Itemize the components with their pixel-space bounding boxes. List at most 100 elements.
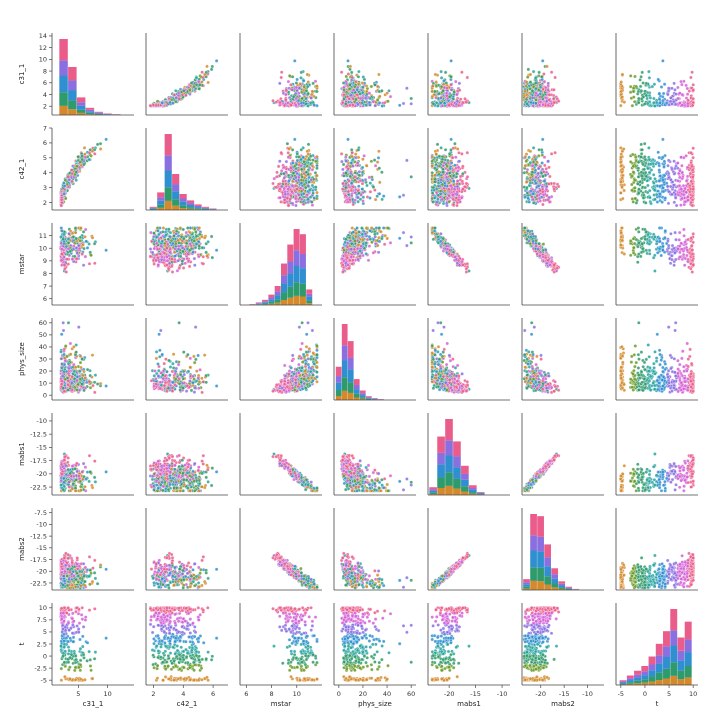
scatter-point — [348, 103, 352, 108]
y-tick-label: 4 — [43, 169, 47, 177]
scatter-point — [148, 103, 153, 108]
y-tick-label: 2 — [43, 103, 47, 111]
scatter-point — [369, 159, 374, 164]
scatter-point — [547, 93, 552, 97]
scatter-point — [87, 157, 91, 162]
scatter-point — [676, 96, 680, 101]
scatter-point — [306, 184, 311, 188]
scatter-point — [621, 147, 626, 151]
scatter-point — [622, 100, 627, 104]
scatter-point — [282, 103, 287, 108]
scatter-point — [184, 93, 188, 98]
scatter-point — [380, 104, 384, 108]
scatter-point — [357, 173, 362, 178]
scatter-point — [341, 162, 346, 167]
scatter-point — [174, 89, 178, 93]
hist-bar-c31_1-4 — [94, 112, 103, 114]
scatter-point — [176, 91, 181, 95]
scatter-point — [377, 72, 381, 77]
scatter-point — [346, 167, 350, 171]
scatter-point — [312, 196, 316, 200]
scatter-point — [371, 185, 376, 189]
scatter-point — [447, 152, 452, 156]
scatter-point — [644, 201, 648, 205]
scatter-point — [628, 84, 633, 89]
scatter-point — [154, 103, 158, 108]
scatter-point — [293, 184, 298, 188]
scatter-point — [80, 154, 84, 158]
scatter-point — [633, 74, 637, 79]
scatter-point — [632, 95, 636, 99]
hist-bar-c42_1-2 — [164, 155, 172, 171]
scatter-point — [437, 91, 441, 96]
scatter-point — [620, 167, 625, 172]
scatter-point — [666, 158, 671, 163]
y-tick-label: 2 — [43, 199, 47, 207]
scatter-point — [381, 194, 386, 198]
scatter-point — [353, 160, 357, 164]
scatter-point — [340, 187, 345, 191]
scatter-point — [430, 173, 434, 178]
hist-bar-c42_1-5 — [187, 205, 195, 208]
hist-bar-c31_1-1 — [68, 67, 77, 81]
scatter-point — [440, 182, 445, 187]
scatter-point — [449, 183, 453, 188]
scatter-point — [382, 101, 387, 105]
scatter-point — [310, 183, 315, 188]
scatter-point — [461, 187, 465, 191]
scatter-point — [302, 160, 306, 164]
scatter-point — [549, 70, 554, 74]
scatter-point — [62, 184, 67, 188]
scatter-point — [378, 94, 382, 99]
scatter-point — [362, 154, 366, 158]
scatter-point — [542, 155, 547, 159]
scatter-point — [653, 104, 657, 108]
scatter-point — [198, 83, 202, 87]
scatter-point — [680, 163, 684, 168]
scatter-point — [377, 166, 382, 170]
scatter-point — [435, 200, 439, 205]
scatter-point — [544, 167, 548, 171]
scatter-point — [284, 88, 289, 92]
scatter-point — [456, 169, 460, 173]
scatter-point — [437, 154, 442, 158]
y-tick-label: 3 — [43, 184, 47, 192]
scatter-point — [449, 161, 454, 165]
scatter-point — [344, 185, 348, 190]
scatter-point — [449, 83, 453, 87]
scatter-point — [674, 203, 679, 208]
scatter-point — [667, 189, 671, 194]
scatter-point — [651, 101, 656, 105]
scatter-point — [294, 81, 299, 85]
scatter-point — [349, 70, 354, 75]
scatter-point — [548, 174, 552, 179]
hist-bar-c42_1-6 — [194, 207, 202, 209]
scatter-point — [290, 75, 295, 79]
scatter-point — [67, 177, 71, 182]
y-axis-label: c31_1 — [18, 64, 26, 85]
y-tick-label: 5 — [43, 154, 47, 162]
scatter-point — [356, 155, 361, 160]
scatter-point — [93, 152, 97, 156]
scatter-point — [346, 59, 350, 63]
scatter-point — [524, 159, 528, 164]
hist-bar-c42_1-6 — [194, 208, 202, 210]
scatter-point — [367, 175, 372, 180]
scatter-point — [639, 89, 644, 93]
hist-bar-c31_1-1 — [68, 109, 77, 115]
scatter-point — [630, 188, 634, 193]
scatter-point — [373, 197, 378, 202]
scatter-point — [620, 95, 624, 99]
scatter-point — [289, 103, 293, 107]
scatter-point — [368, 190, 373, 194]
y-tick-label: 4 — [43, 91, 47, 99]
hist-bar-c42_1-1 — [157, 192, 165, 198]
scatter-point — [104, 137, 108, 142]
scatter-point — [294, 199, 299, 204]
scatter-point — [636, 89, 641, 94]
scatter-point — [620, 185, 624, 189]
hist-bar-c31_1-3 — [85, 107, 95, 110]
y-tick-label: 14 — [39, 32, 47, 40]
scatter-point — [440, 197, 445, 202]
scatter-point — [95, 142, 100, 147]
